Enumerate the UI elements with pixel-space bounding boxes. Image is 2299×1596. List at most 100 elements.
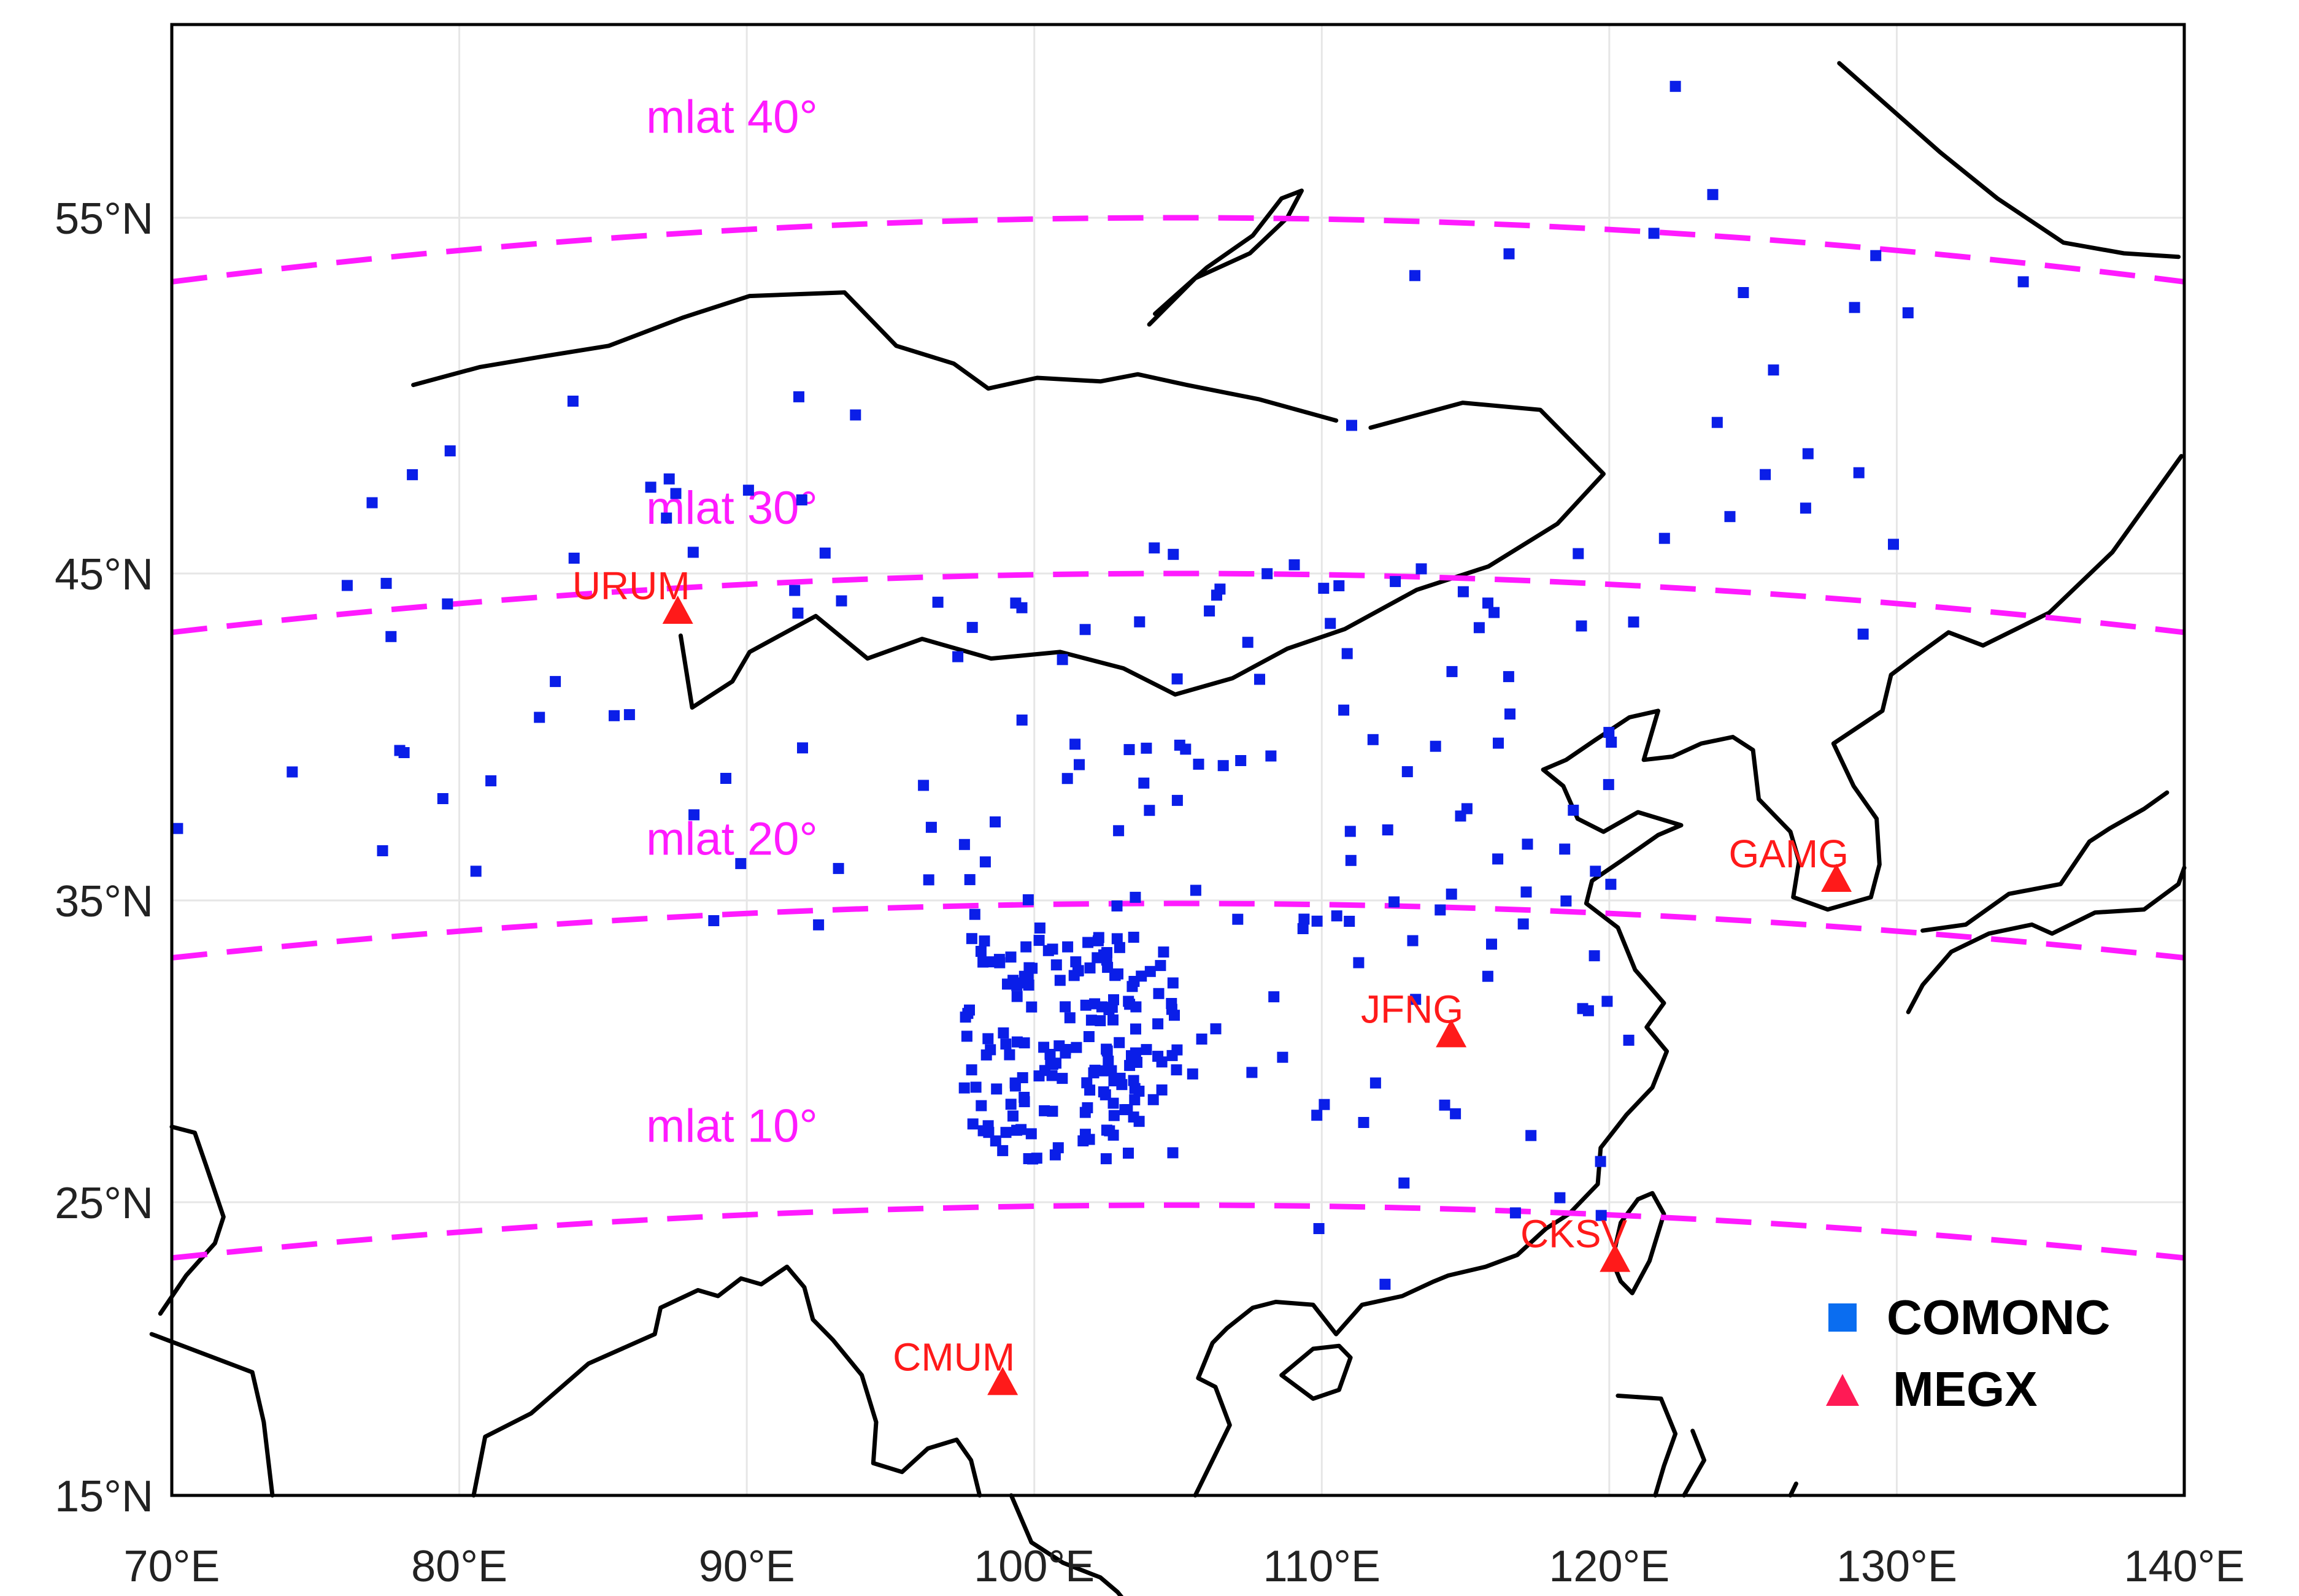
comonc-point	[925, 821, 937, 833]
y-tick-label: 25°N	[55, 1179, 153, 1228]
comonc-point	[1155, 960, 1166, 972]
comonc-point	[1060, 1001, 1071, 1013]
comonc-point	[1083, 1031, 1095, 1042]
comonc-point	[1573, 548, 1584, 559]
comonc-point	[1623, 1034, 1635, 1046]
comonc-point	[1042, 945, 1054, 956]
comonc-point	[1603, 779, 1614, 791]
comonc-point	[1319, 1099, 1330, 1110]
comonc-point	[1167, 977, 1179, 989]
comonc-point	[1333, 580, 1345, 591]
comonc-point	[377, 845, 388, 856]
comonc-point	[1410, 994, 1422, 1005]
comonc-point	[819, 547, 831, 559]
comonc-point	[534, 712, 545, 723]
comonc-point	[970, 1081, 982, 1093]
comonc-point	[1409, 270, 1420, 282]
comonc-point	[1398, 1177, 1410, 1189]
comonc-point	[1605, 878, 1617, 890]
megx-station-marker	[987, 1367, 1019, 1395]
comonc-point	[1473, 622, 1485, 634]
comonc-point	[1517, 918, 1529, 930]
comonc-point	[1079, 1129, 1091, 1140]
comonc-point	[1138, 777, 1150, 789]
comonc-point	[1439, 1099, 1450, 1111]
comonc-point	[964, 874, 976, 886]
comonc-point	[1144, 805, 1155, 816]
comonc-point	[982, 1033, 994, 1045]
comonc-point	[1760, 469, 1771, 480]
comonc-point	[1046, 1070, 1058, 1081]
comonc-point	[1007, 1110, 1019, 1122]
comonc-point	[1033, 935, 1045, 946]
comonc-point	[1101, 947, 1112, 958]
megx-station-marker	[1821, 864, 1852, 892]
comonc-point	[1379, 1278, 1391, 1290]
comonc-point	[437, 793, 449, 804]
x-tick-label: 80°E	[411, 1542, 507, 1591]
comonc-point	[1318, 583, 1330, 594]
comonc-point	[1246, 1067, 1258, 1078]
comonc-point	[1802, 448, 1814, 459]
comonc-point	[1313, 1223, 1325, 1234]
comonc-point	[687, 547, 699, 558]
comonc-point	[952, 651, 964, 662]
comonc-point	[1141, 742, 1152, 754]
comonc-point	[366, 497, 378, 508]
comonc-point	[1554, 1192, 1566, 1203]
comonc-point	[1331, 910, 1342, 922]
comonc-point	[708, 915, 720, 926]
comonc-point	[1114, 1037, 1125, 1048]
comonc-point	[1149, 542, 1160, 554]
comonc-point	[964, 1004, 975, 1016]
comonc-point	[1005, 951, 1017, 963]
comonc-point	[1265, 750, 1277, 762]
comonc-point	[398, 747, 410, 758]
comonc-point	[1004, 1049, 1015, 1061]
comonc-point	[1738, 287, 1749, 298]
comonc-point	[1190, 884, 1201, 896]
comonc-point	[1560, 895, 1572, 907]
comonc-point	[1153, 988, 1165, 999]
comonc-point	[1108, 1110, 1120, 1121]
comonc-point	[742, 485, 754, 496]
comonc-point	[1084, 1084, 1096, 1096]
megx-station-marker	[1600, 1243, 1631, 1272]
comonc-point	[1114, 942, 1125, 953]
comonc-point	[997, 1145, 1009, 1156]
mlat-line	[171, 570, 2185, 635]
comonc-point	[1344, 826, 1356, 837]
comonc-point	[287, 766, 298, 778]
comonc-point	[1724, 511, 1736, 523]
comonc-point	[1568, 804, 1579, 816]
comonc-point	[1079, 624, 1091, 635]
comonc-point	[961, 1030, 972, 1042]
comonc-point	[1401, 766, 1413, 778]
coastlines	[149, 61, 2187, 1596]
comonc-point	[1849, 302, 1860, 313]
comonc-point	[1261, 568, 1273, 580]
comonc-point	[1171, 794, 1183, 806]
comonc-point	[688, 809, 700, 821]
station-label: GAMG	[1728, 832, 1849, 876]
comonc-point	[1353, 957, 1365, 969]
comonc-point	[172, 823, 183, 834]
comonc-point	[1204, 605, 1215, 617]
comonc-point	[1358, 1117, 1369, 1128]
comonc-point	[985, 1044, 996, 1056]
comonc-point	[1100, 1153, 1112, 1165]
comonc-point	[993, 954, 1005, 965]
comonc-point	[1461, 803, 1473, 815]
comonc-point	[1044, 1049, 1056, 1060]
comonc-point	[470, 865, 482, 877]
comonc-point	[1113, 825, 1125, 837]
comonc-point	[1106, 1065, 1117, 1076]
comonc-point	[1156, 1056, 1168, 1068]
y-axis-ticks: 15°N 25°N 35°N 45°N 55°N	[55, 194, 153, 1521]
comonc-point	[1493, 737, 1504, 749]
comonc-point	[1193, 758, 1204, 770]
map-frame	[170, 23, 2186, 1497]
comonc-point	[1107, 1097, 1119, 1109]
comonc-point	[1111, 900, 1123, 911]
comonc-point	[1082, 937, 1094, 948]
